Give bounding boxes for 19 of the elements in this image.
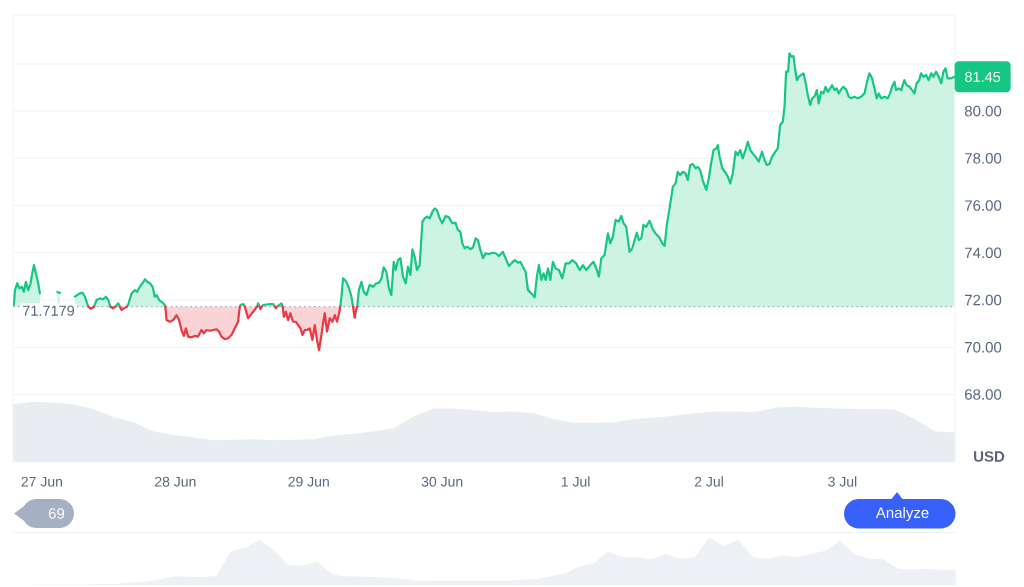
text: 69 — [48, 508, 65, 519]
x-tick-label: 30 Jun — [421, 476, 463, 487]
y-tick-label: 72.00 — [965, 294, 1002, 306]
y-tick-label: 68.00 — [965, 389, 1002, 400]
x-tick-label: 29 Jun — [288, 476, 329, 487]
text: Analyze — [875, 507, 929, 521]
y-tick-label: 74.00 — [965, 247, 1002, 259]
annotation: 81.45 — [965, 71, 1001, 82]
y-axis-title: USD — [974, 451, 1005, 462]
x-tick-label: 2 Jul — [694, 476, 723, 487]
y-tick-label: 76.00 — [965, 200, 1002, 211]
y-tick-label: 80.00 — [964, 105, 1002, 117]
y-tick-label: 70.00 — [965, 341, 1002, 353]
x-tick-label: 3 Jul — [828, 476, 857, 487]
ref-line-label: 71.7179 — [23, 305, 75, 316]
x-tick-label: 28 Jun — [155, 476, 196, 487]
x-tick-label: 27 Jun — [21, 476, 63, 487]
y-tick-label: 78.00 — [965, 153, 1002, 164]
x-tick-label: 1 Jul — [561, 476, 590, 487]
